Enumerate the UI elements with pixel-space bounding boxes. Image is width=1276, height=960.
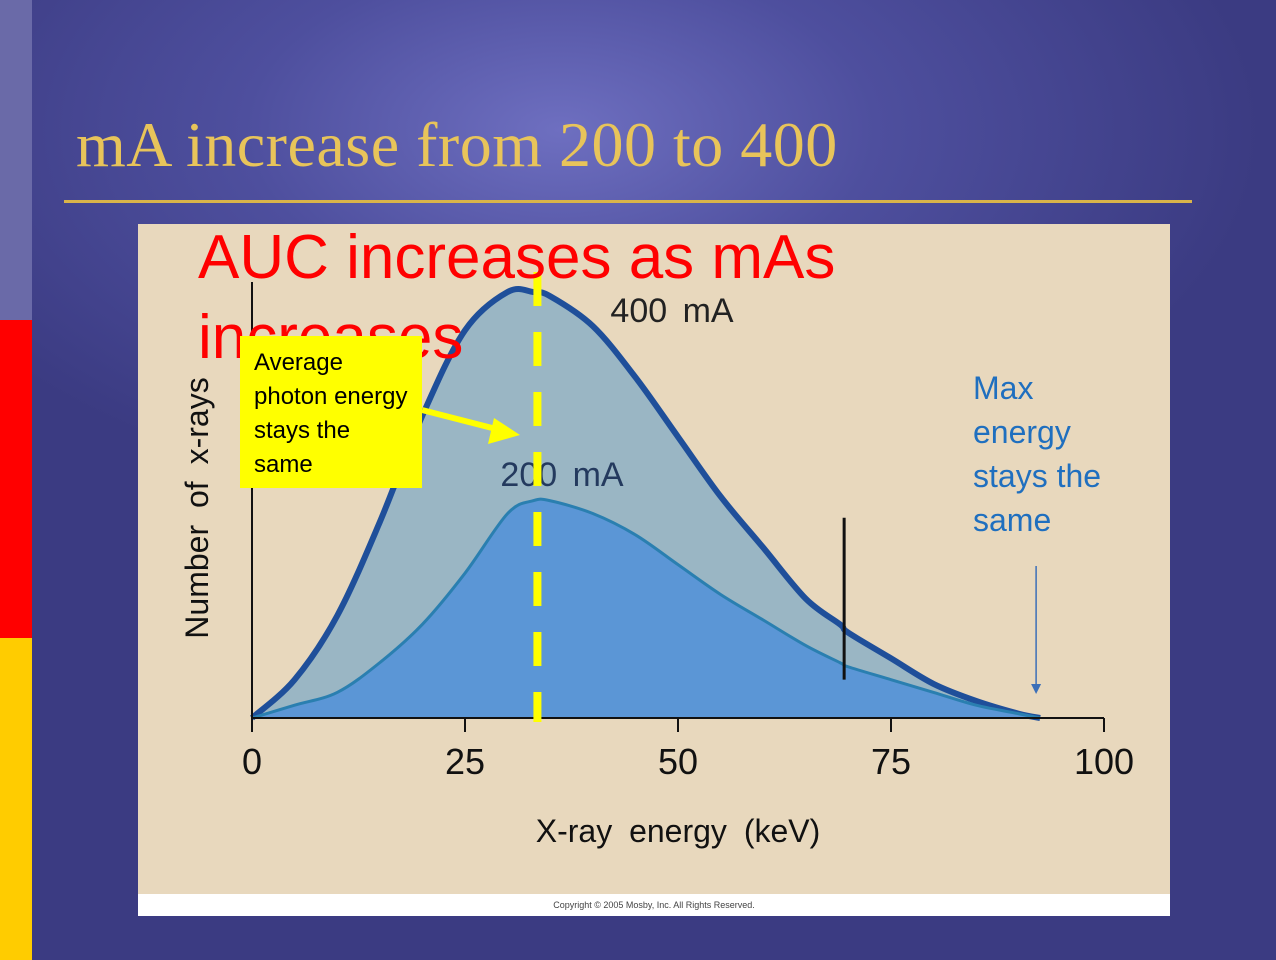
max-energy-note: Max energy stays the same <box>973 370 1102 538</box>
series-line-200-ma <box>251 497 1041 720</box>
x-tick-label-0: 0 <box>242 741 262 782</box>
left-accent-bar-red <box>0 320 32 638</box>
callout-arrow-head <box>488 418 520 444</box>
left-accent-bar-yellow <box>0 638 32 960</box>
x-tick-label-50: 50 <box>658 741 698 782</box>
series-label-200-ma: 200 mA <box>500 456 623 494</box>
x-tick-label-75: 75 <box>871 741 911 782</box>
series-line-400-ma <box>249 286 1041 721</box>
max-energy-arrow-head <box>1031 684 1042 694</box>
left-accent-bar-gray <box>0 0 32 320</box>
series-area-200-ma <box>252 499 1041 718</box>
x-axis-title: X-ray energy (keV) <box>536 813 821 849</box>
y-axis-title: Number of x-rays <box>179 377 215 638</box>
x-tick-label-25: 25 <box>445 741 485 782</box>
copyright-text: Copyright © 2005 Mosby, Inc. All Rights … <box>553 900 755 910</box>
average-energy-callout: Average photon energy stays the same <box>240 336 422 488</box>
copyright-strip <box>138 894 1170 916</box>
title-underline <box>64 200 1192 203</box>
series-label-400-ma: 400 mA <box>610 292 733 330</box>
callout-arrow-shaft <box>421 407 501 433</box>
slide-title: mA increase from 200 to 400 <box>76 109 838 180</box>
x-tick-label-100: 100 <box>1074 741 1134 782</box>
